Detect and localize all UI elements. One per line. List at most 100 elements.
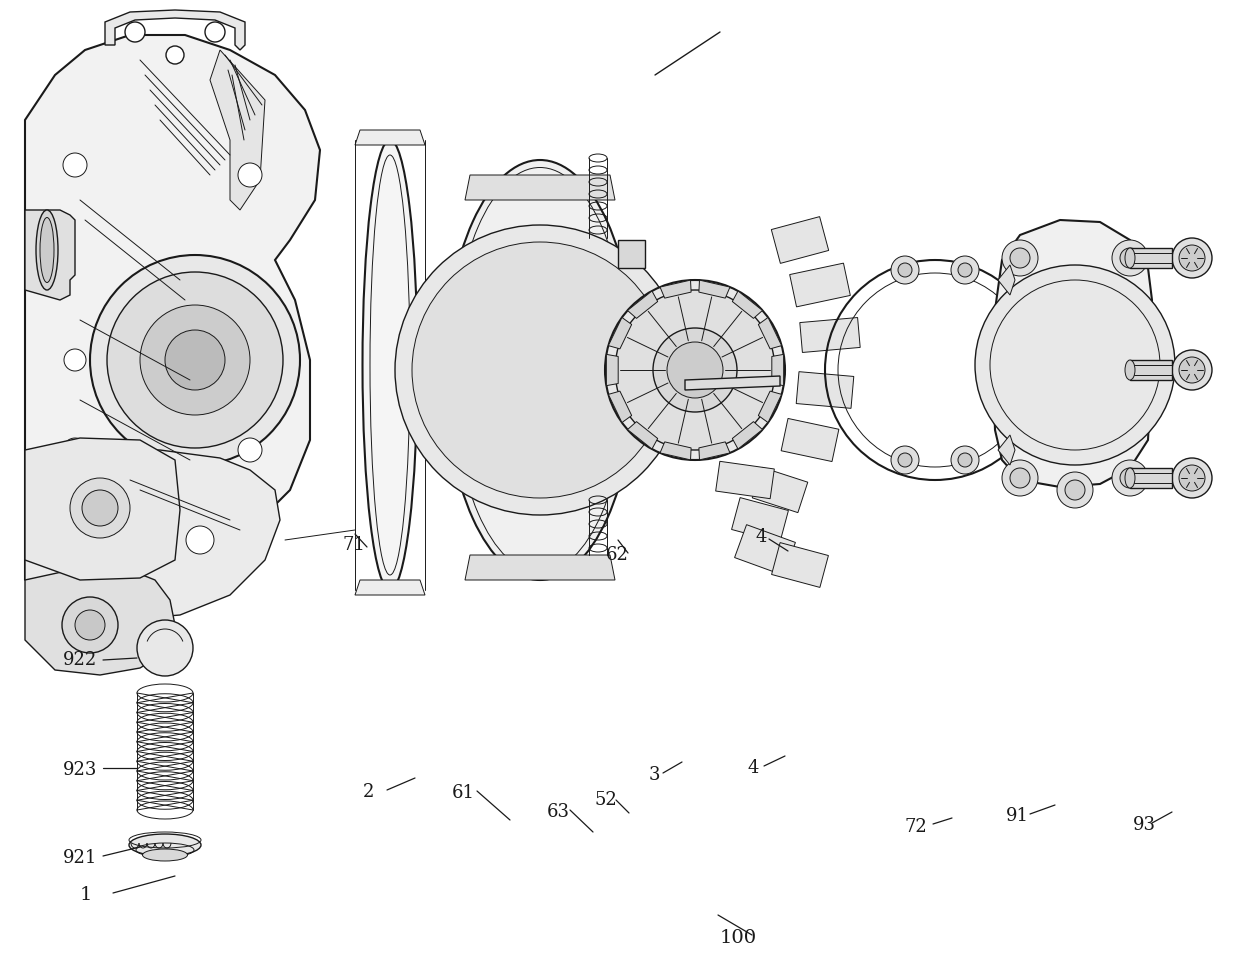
Text: 4: 4 [755, 528, 766, 546]
Circle shape [1172, 458, 1211, 498]
Polygon shape [753, 467, 807, 513]
Circle shape [959, 453, 972, 467]
Ellipse shape [362, 140, 418, 590]
Circle shape [186, 526, 215, 554]
Polygon shape [25, 568, 175, 675]
Polygon shape [465, 175, 615, 200]
Ellipse shape [1125, 360, 1135, 380]
Circle shape [1056, 472, 1092, 508]
Text: 100: 100 [720, 929, 758, 947]
Circle shape [1011, 468, 1030, 488]
Polygon shape [606, 354, 619, 386]
Polygon shape [355, 580, 425, 595]
Circle shape [136, 620, 193, 676]
Polygon shape [25, 35, 320, 580]
Circle shape [898, 453, 911, 467]
Polygon shape [105, 10, 246, 50]
Circle shape [412, 242, 668, 498]
Circle shape [165, 330, 224, 390]
Polygon shape [800, 317, 861, 352]
Circle shape [1112, 460, 1148, 496]
Text: 3: 3 [649, 766, 661, 784]
Circle shape [238, 163, 262, 187]
Circle shape [951, 256, 980, 284]
Polygon shape [771, 217, 828, 264]
Polygon shape [733, 421, 763, 449]
Ellipse shape [1125, 468, 1135, 488]
Circle shape [1179, 357, 1205, 383]
Polygon shape [998, 435, 1016, 465]
Circle shape [64, 349, 86, 371]
Polygon shape [25, 210, 74, 300]
Circle shape [1112, 240, 1148, 276]
Circle shape [140, 305, 250, 415]
Polygon shape [355, 130, 425, 145]
Circle shape [205, 22, 224, 42]
Text: 923: 923 [63, 761, 98, 779]
Polygon shape [993, 220, 1152, 487]
Circle shape [1179, 245, 1205, 271]
Polygon shape [781, 418, 839, 461]
Polygon shape [734, 524, 795, 575]
Circle shape [1002, 240, 1038, 276]
Ellipse shape [445, 160, 635, 580]
Polygon shape [759, 392, 781, 422]
Text: 921: 921 [63, 849, 98, 867]
Circle shape [74, 610, 105, 640]
Polygon shape [1130, 468, 1172, 488]
Circle shape [653, 328, 737, 412]
Circle shape [1172, 350, 1211, 390]
Circle shape [63, 438, 87, 462]
Circle shape [107, 272, 283, 448]
Text: 71: 71 [343, 536, 366, 554]
Ellipse shape [143, 849, 187, 861]
Polygon shape [1130, 360, 1172, 380]
Circle shape [63, 153, 87, 177]
Text: 72: 72 [905, 818, 928, 836]
Polygon shape [771, 354, 784, 386]
Polygon shape [998, 265, 1016, 295]
Polygon shape [733, 291, 763, 318]
Polygon shape [210, 50, 265, 210]
Text: 922: 922 [63, 651, 97, 669]
Circle shape [396, 225, 684, 515]
Circle shape [605, 280, 785, 460]
Circle shape [667, 342, 723, 398]
Polygon shape [684, 376, 780, 390]
Circle shape [615, 290, 775, 450]
Text: 63: 63 [547, 803, 570, 821]
Circle shape [892, 446, 919, 474]
Polygon shape [627, 291, 657, 318]
Polygon shape [660, 442, 691, 460]
Polygon shape [609, 317, 631, 349]
Circle shape [69, 478, 130, 538]
Circle shape [898, 263, 911, 277]
Polygon shape [699, 442, 730, 460]
Circle shape [1120, 248, 1140, 268]
Text: 4: 4 [748, 759, 759, 777]
Circle shape [959, 263, 972, 277]
Text: 52: 52 [594, 791, 616, 809]
Ellipse shape [129, 834, 201, 856]
Polygon shape [618, 240, 645, 268]
Circle shape [892, 256, 919, 284]
Text: 91: 91 [1006, 807, 1029, 825]
Circle shape [951, 446, 980, 474]
Circle shape [238, 438, 262, 462]
Polygon shape [465, 555, 615, 580]
Polygon shape [771, 542, 828, 587]
Text: 93: 93 [1133, 816, 1156, 834]
Circle shape [1002, 460, 1038, 496]
Polygon shape [796, 371, 854, 409]
Text: 62: 62 [606, 546, 629, 564]
Circle shape [1120, 468, 1140, 488]
Ellipse shape [40, 218, 55, 283]
Polygon shape [732, 498, 789, 542]
Polygon shape [790, 264, 851, 307]
Text: 1: 1 [81, 886, 92, 904]
Circle shape [166, 46, 184, 64]
Circle shape [1172, 238, 1211, 278]
Ellipse shape [1125, 248, 1135, 268]
Circle shape [975, 265, 1176, 465]
Circle shape [82, 490, 118, 526]
